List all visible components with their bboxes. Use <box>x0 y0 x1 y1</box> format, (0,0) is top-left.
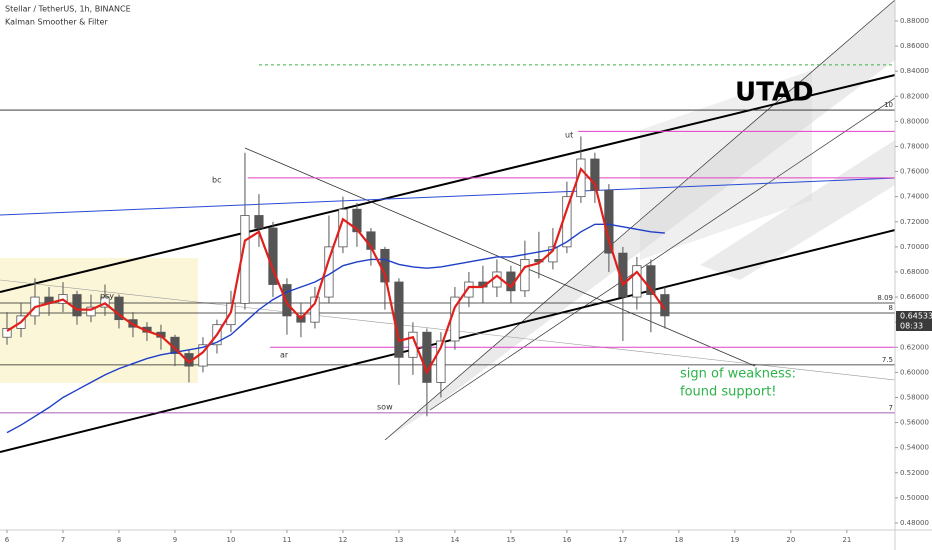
x-tick-label: 7 <box>61 536 65 544</box>
annotation: ar <box>280 351 289 360</box>
x-tick-label: 21 <box>842 536 851 544</box>
candle-body <box>114 296 124 321</box>
price-label-box <box>896 311 932 331</box>
axes: 0.48000 0.50000 0.52000 0.54000 0.56000 0.580… <box>5 17 929 544</box>
candle-body <box>100 296 110 308</box>
trend-line <box>0 177 896 216</box>
annotation: sow <box>377 403 393 412</box>
indicator-name: Kalman Smoother & Filter <box>5 18 108 27</box>
x-tick-label: 20 <box>786 536 795 544</box>
y-tick-label: 0.76000 <box>900 168 929 176</box>
level-label: 7.5 <box>882 356 893 364</box>
y-tick-label: 0.82000 <box>900 92 929 100</box>
y-tick-label: 0.78000 <box>900 142 929 150</box>
candle-body <box>590 158 600 191</box>
trend-line <box>0 229 896 453</box>
annotation: sign of weakness: <box>680 367 796 382</box>
annotation: found support! <box>680 385 777 400</box>
candle-body <box>394 281 404 358</box>
y-tick-label: 0.50000 <box>900 494 929 502</box>
y-tick-label: 0.72000 <box>900 218 929 226</box>
y-tick-label: 0.80000 <box>900 117 929 125</box>
y-tick-label: 0.54000 <box>900 444 929 452</box>
x-tick-label: 18 <box>674 536 683 544</box>
channel-fill <box>640 70 812 260</box>
x-tick-label: 16 <box>562 536 571 544</box>
trend-line <box>429 97 896 411</box>
candle-body <box>282 284 292 317</box>
y-tick-label: 0.58000 <box>900 393 929 401</box>
trend-line <box>0 74 896 293</box>
y-tick-label: 0.66000 <box>900 293 929 301</box>
level-label: 10 <box>884 101 893 109</box>
annotation: bc <box>212 176 221 185</box>
channel-fill <box>700 140 895 280</box>
y-tick-label: 0.62000 <box>900 343 929 351</box>
candle-body <box>464 281 474 298</box>
chart-title: Stellar / TetherUS, 1h, BINANCE <box>5 5 131 14</box>
highlight-box <box>0 258 198 383</box>
price-axis <box>895 0 932 550</box>
level-label: 7 <box>889 404 893 412</box>
candle-body <box>86 306 96 317</box>
candle-body <box>632 265 642 298</box>
candle-body <box>408 331 418 358</box>
annotation: psy <box>100 292 114 301</box>
indicator-line <box>6 166 666 375</box>
y-tick-label: 0.48000 <box>900 519 929 527</box>
x-tick-label: 17 <box>618 536 627 544</box>
y-tick-label: 0.68000 <box>900 268 929 276</box>
candle-body <box>618 252 628 298</box>
annotation: UTAD <box>735 78 814 108</box>
trend-line <box>384 0 896 441</box>
candle-body <box>646 265 656 295</box>
y-tick-label: 0.70000 <box>900 243 929 251</box>
y-tick-label: 0.86000 <box>900 42 929 50</box>
y-tick-label: 0.88000 <box>900 17 929 25</box>
x-tick-label: 13 <box>394 536 403 544</box>
level-label: 8.09 <box>877 294 893 302</box>
candle-body <box>2 328 12 338</box>
y-tick-label: 0.56000 <box>900 419 929 427</box>
x-tick-label: 11 <box>282 536 291 544</box>
y-tick-label: 0.84000 <box>900 67 929 75</box>
x-tick-label: 9 <box>173 536 177 544</box>
candle-body <box>520 259 530 292</box>
x-tick-label: 10 <box>226 536 235 544</box>
candle-body <box>422 331 432 383</box>
y-tick-label: 0.74000 <box>900 193 929 201</box>
y-tick-label: 0.60000 <box>900 368 929 376</box>
y-tick-label: 0.52000 <box>900 469 929 477</box>
x-tick-label: 8 <box>117 536 121 544</box>
candle-body <box>72 294 82 317</box>
last-price: 0.64533 <box>900 312 932 321</box>
x-tick-label: 6 <box>5 536 10 544</box>
x-tick-label: 19 <box>730 536 739 544</box>
annotation: ut <box>565 131 573 140</box>
countdown: 08:33 <box>900 322 923 331</box>
x-tick-label: 12 <box>338 536 347 544</box>
x-tick-label: 15 <box>506 536 515 544</box>
candle-body <box>310 296 320 323</box>
candle-body <box>352 208 362 233</box>
indicator-line <box>6 223 665 434</box>
plot-area: 10 8.09 8 7.5 7 <box>0 64 895 434</box>
candle-body <box>254 215 264 229</box>
candle-body <box>436 340 446 383</box>
x-tick-label: 14 <box>450 536 459 544</box>
time-axis <box>0 530 932 550</box>
level-label: 8 <box>889 304 893 312</box>
